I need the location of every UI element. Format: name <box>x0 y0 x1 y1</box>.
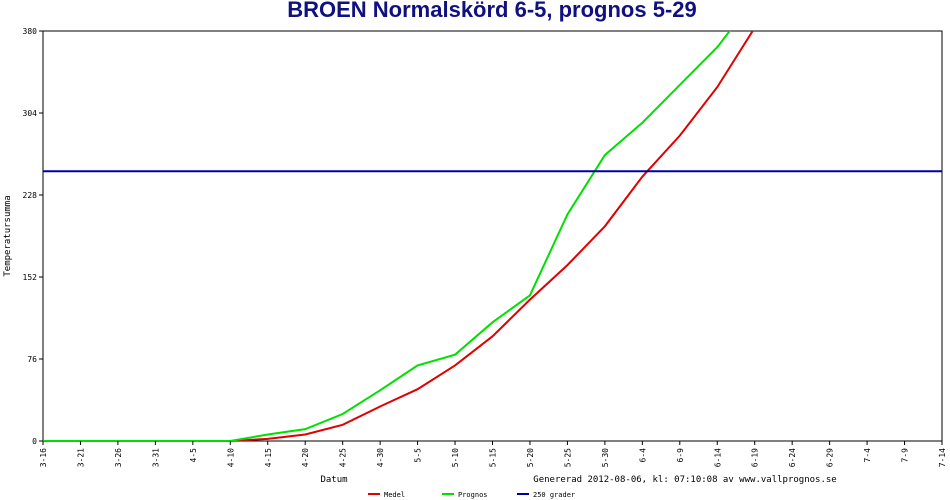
legend-label: Medel <box>384 491 405 499</box>
x-tick-label: 7-9 <box>901 448 910 463</box>
x-tick-label: 4-25 <box>339 448 348 467</box>
x-tick-label: 5-5 <box>414 448 423 463</box>
y-tick-label: 228 <box>23 191 38 200</box>
series-line <box>43 31 731 441</box>
x-tick-label: 5-30 <box>601 448 610 467</box>
x-tick-label: 5-10 <box>451 448 460 467</box>
x-tick-label: 4-5 <box>189 448 198 463</box>
x-tick-label: 6-4 <box>638 448 647 463</box>
x-tick-label: 6-9 <box>676 448 685 463</box>
x-tick-label: 7-14 <box>938 448 947 467</box>
chart-title: BROEN Normalskörd 6-5, prognos 5-29 <box>287 0 697 22</box>
x-tick-label: 6-19 <box>751 448 760 467</box>
series-line <box>230 31 754 441</box>
x-tick-label: 4-30 <box>376 448 385 467</box>
x-axis-label: Datum <box>320 475 347 485</box>
x-tick-label: 3-21 <box>76 448 85 467</box>
y-tick-label: 304 <box>23 109 38 118</box>
x-tick-label: 6-29 <box>826 448 835 467</box>
y-axis-label: Temperatursumma <box>3 195 13 276</box>
y-tick-label: 152 <box>23 273 38 282</box>
x-tick-label: 4-10 <box>226 448 235 467</box>
y-tick-label: 380 <box>23 27 38 36</box>
plot-area <box>43 31 942 441</box>
x-tick-label: 3-16 <box>39 448 48 467</box>
x-tick-label: 4-15 <box>264 448 273 467</box>
plot-frame <box>42 30 943 442</box>
x-tick-label: 3-26 <box>114 448 123 467</box>
y-tick-label: 0 <box>32 437 37 446</box>
x-tick-label: 4-20 <box>301 448 310 467</box>
x-tick-label: 6-14 <box>713 448 722 467</box>
legend-label: 250 grader <box>533 491 575 499</box>
x-tick-label: 3-31 <box>151 448 160 467</box>
y-tick-label: 76 <box>27 355 37 364</box>
footer: Genererad 2012-08-06, kl: 07:10:08 av ww… <box>533 475 836 485</box>
x-tick-label: 6-24 <box>788 448 797 467</box>
x-tick-label: 7-4 <box>863 448 872 463</box>
x-tick-label: 5-15 <box>489 448 498 467</box>
legend-label: Prognos <box>458 491 488 499</box>
x-tick-label: 5-20 <box>526 448 535 467</box>
x-tick-label: 5-25 <box>563 448 572 467</box>
